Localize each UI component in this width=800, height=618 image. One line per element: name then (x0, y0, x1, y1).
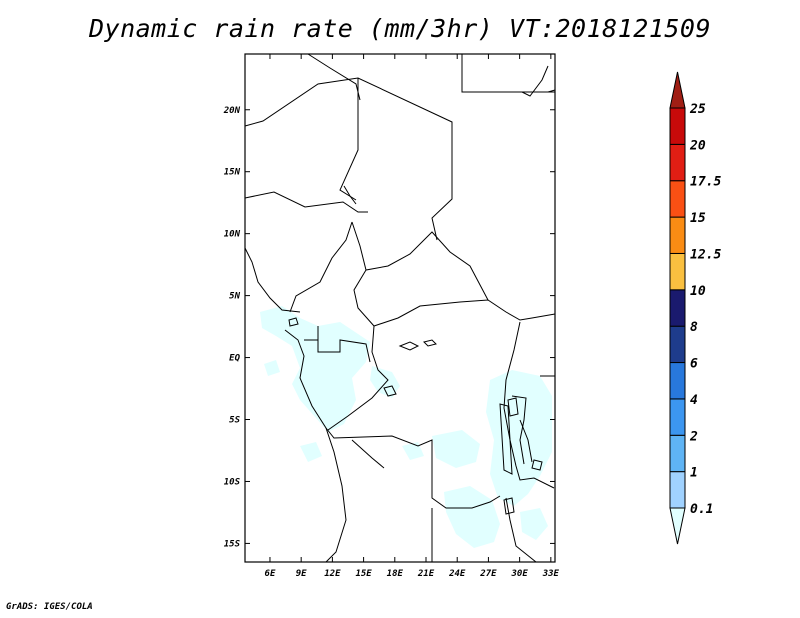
colorbar-segment (669, 289, 686, 327)
colorbar-segment (669, 325, 686, 364)
colorbar-top-arrow (669, 71, 686, 109)
country-border (327, 325, 389, 431)
country-border (289, 221, 353, 313)
lon-tick-label: 24E (448, 569, 466, 579)
lon-tick-label: 12E (324, 569, 341, 579)
lon-tick-label: 27E (479, 569, 497, 579)
rain-area (260, 306, 370, 432)
country-border (351, 221, 489, 301)
lat-tick-label: 20N (223, 106, 241, 116)
lat-tick-label: EQ (229, 354, 240, 364)
lake-outline (503, 497, 515, 515)
map-title: Dynamic rain rate (mm/3hr) VT:2018121509 (88, 14, 712, 43)
colorbar-segment (669, 252, 686, 291)
colorbar-label: 20 (689, 138, 706, 153)
lat-tick-label: 15N (224, 168, 241, 178)
country-border (307, 53, 361, 101)
lake-outline (423, 339, 437, 347)
country-border (325, 427, 501, 509)
rain-area-layer (260, 306, 552, 548)
colorbar-segment (669, 180, 686, 218)
lake-outline (499, 403, 513, 475)
lon-tick-label: 33E (542, 569, 560, 579)
rain-area (444, 486, 500, 548)
lat-tick-label: 5S (229, 416, 240, 426)
lake-outline (383, 385, 397, 397)
country-borders (244, 53, 556, 563)
lat-tick-label: 10S (224, 477, 241, 487)
lat-tick-label: 10N (224, 230, 241, 240)
colorbar-segment (669, 107, 686, 145)
lon-tick-label: 6E (265, 569, 276, 579)
lon-tick-label: 15E (355, 569, 372, 579)
colorbar-segment (669, 434, 686, 473)
colorbar-segment (669, 471, 686, 509)
colorbar-label: 4 (690, 393, 698, 408)
country-border (519, 419, 533, 463)
country-border (244, 247, 301, 313)
lake-outline (398, 341, 420, 351)
rain-area (432, 430, 480, 468)
rain-area (402, 442, 424, 460)
rain-area (370, 366, 400, 398)
rain-area (486, 370, 552, 506)
country-border (521, 65, 549, 97)
country-border (511, 395, 527, 465)
country-border (461, 54, 555, 93)
lon-tick-label: 9E (296, 569, 307, 579)
country-border (244, 191, 368, 213)
map-axes: 6E 9E 12E 15E 18E 21E 24E 27E 30E 33E 20N 15N 10N 5N E… (223, 54, 560, 579)
lat-tick-label: 15S (224, 539, 241, 549)
colorbar-label: 6 (690, 357, 698, 372)
colorbar: 0.1 1 2 4 6 8 10 12.5 15 17.5 20 25 (669, 71, 721, 545)
country-border (244, 77, 453, 241)
colorbar-label: 17.5 (690, 175, 721, 190)
colorbar-segment (669, 398, 686, 436)
country-border (284, 329, 347, 563)
colorbar-segment (669, 143, 686, 182)
lon-tick-label: 18E (387, 569, 404, 579)
colorbar-label: 2 (689, 429, 698, 444)
colorbar-label: 8 (690, 320, 698, 335)
country-border (353, 269, 556, 327)
colorbar-label: 12.5 (690, 247, 721, 262)
rain-area (520, 508, 548, 540)
lake-outline (507, 397, 519, 417)
colorbar-bottom-arrow (669, 507, 686, 545)
country-border (343, 185, 357, 205)
country-border (339, 78, 359, 201)
rain-area (264, 360, 280, 376)
colorbar-label: 1 (690, 466, 698, 481)
country-border (351, 439, 385, 469)
lon-tick-label: 30E (510, 569, 528, 579)
colorbar-label: 0.1 (690, 502, 713, 517)
lon-tick-label: 21E (417, 569, 435, 579)
colorbar-label: 10 (690, 284, 706, 299)
country-border (317, 326, 371, 363)
colorbar-segment (669, 216, 686, 254)
lake-outline (531, 459, 543, 471)
map-frame (244, 53, 556, 563)
country-border (505, 497, 537, 563)
grads-credit: GrADS: IGES/COLA (6, 602, 93, 612)
colorbar-segment (669, 362, 686, 400)
country-border (547, 89, 556, 93)
lat-tick-label: 5N (229, 292, 240, 302)
lake-outline (288, 317, 299, 327)
colorbar-label: 15 (690, 211, 706, 226)
colorbar-label: 25 (689, 102, 706, 117)
rain-area (300, 442, 322, 462)
